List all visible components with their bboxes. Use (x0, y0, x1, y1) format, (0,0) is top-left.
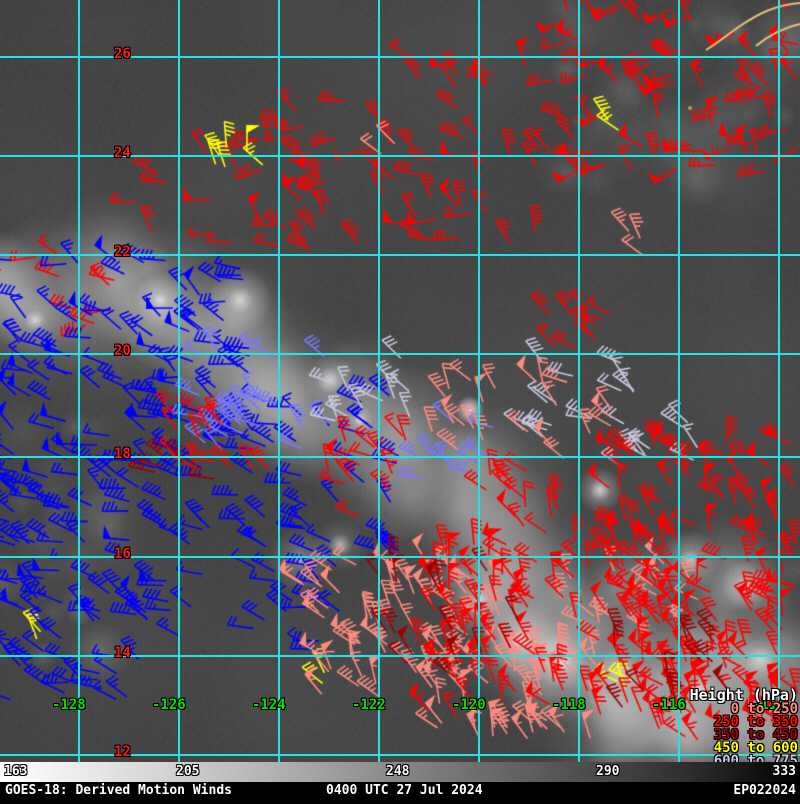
storm-id: EP022024 (733, 783, 796, 798)
lon-label-2: -124 (252, 697, 286, 713)
lat-label-2: 22 (114, 244, 131, 260)
colorbar-tick-2: 248 (386, 764, 410, 779)
product-title: GOES-18: Derived Motion Winds (5, 783, 232, 798)
legend-entry-3: 450 to 600 (713, 740, 798, 756)
legend-title: Height (hPa) (689, 686, 798, 704)
gridline-lon-7 (778, 0, 780, 762)
gridline-lat-3 (0, 353, 800, 355)
gridline-lat-1 (0, 155, 800, 157)
colorbar-tick-3: 290 (596, 764, 620, 779)
gridline-lon-2 (278, 0, 280, 762)
gridline-lon-6 (678, 0, 680, 762)
gridline-lat-7 (0, 754, 800, 756)
gridline-lat-5 (0, 556, 800, 558)
lat-label-5: 16 (114, 546, 131, 562)
colorbar-tick-1: 205 (176, 764, 200, 779)
satellite-image-panel[interactable] (0, 0, 800, 762)
gridline-lat-6 (0, 655, 800, 657)
lon-label-5: -118 (552, 697, 586, 713)
gridline-lat-0 (0, 56, 800, 58)
lat-label-1: 24 (114, 145, 131, 161)
lon-label-4: -120 (452, 697, 486, 713)
brightness-temperature-colorbar: 163 205 248 290 333 (0, 762, 800, 782)
lon-label-1: -126 (152, 697, 186, 713)
lat-label-7: 12 (114, 744, 131, 760)
lon-label-3: -122 (352, 697, 386, 713)
legend-entry-2: 350 to 450 (713, 727, 798, 743)
colorbar-tick-4: 333 (772, 764, 796, 779)
graticule-label-layer: -128 -126 -124 -122 -120 -118 -116 -114 26 24 22 20… (52, 46, 786, 760)
gridline-lon-0 (78, 0, 80, 762)
lat-label-6: 14 (114, 645, 131, 661)
legend-entry-0: 0 to 250 (730, 701, 798, 717)
lat-label-0: 26 (114, 46, 131, 62)
gridline-lon-1 (178, 0, 180, 762)
legend-entry-1: 250 to 350 (713, 714, 798, 730)
lat-label-3: 20 (114, 343, 131, 359)
gridline-lon-5 (578, 0, 580, 762)
graticule-layer (0, 0, 800, 762)
gridline-lat-2 (0, 254, 800, 256)
gridline-lat-4 (0, 456, 800, 458)
lon-label-6: -116 (652, 697, 686, 713)
lat-label-4: 18 (114, 446, 131, 462)
lon-label-7: -114 (752, 697, 786, 713)
gridline-lon-3 (378, 0, 380, 762)
satellite-imagery-canvas (0, 0, 800, 762)
footer-bar: GOES-18: Derived Motion Winds 0400 UTC 2… (0, 782, 800, 800)
lon-label-0: -128 (52, 697, 86, 713)
product-timestamp: 0400 UTC 27 Jul 2024 (326, 783, 483, 798)
colorbar-tick-0: 163 (4, 764, 28, 779)
gridline-lon-4 (478, 0, 480, 762)
